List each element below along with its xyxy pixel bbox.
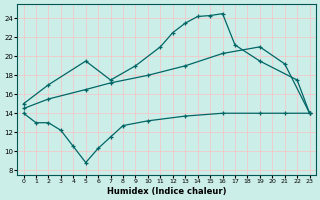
X-axis label: Humidex (Indice chaleur): Humidex (Indice chaleur) <box>107 187 226 196</box>
